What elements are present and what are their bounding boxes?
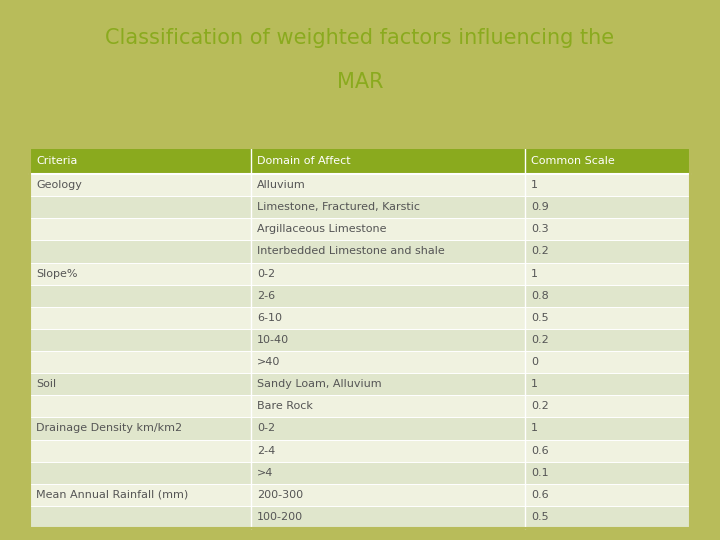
Bar [30, 148, 690, 174]
Text: 0.5: 0.5 [531, 313, 549, 323]
Text: 1: 1 [531, 379, 538, 389]
Text: Soil: Soil [36, 379, 56, 389]
Text: >4: >4 [257, 468, 274, 478]
Text: 0-2: 0-2 [257, 423, 275, 434]
Bar [30, 148, 690, 528]
Text: Mean Annual Rainfall (mm): Mean Annual Rainfall (mm) [36, 490, 188, 500]
Text: Limestone, Fractured, Karstic: Limestone, Fractured, Karstic [257, 202, 420, 212]
Text: Argillaceous Limestone: Argillaceous Limestone [257, 224, 387, 234]
Text: 0.8: 0.8 [531, 291, 549, 301]
Text: 0.1: 0.1 [531, 468, 549, 478]
Text: 1: 1 [531, 423, 538, 434]
Text: 2-6: 2-6 [257, 291, 275, 301]
Bar [30, 506, 690, 528]
Bar [30, 395, 690, 417]
Text: Geology: Geology [36, 180, 82, 190]
Text: 0.2: 0.2 [531, 401, 549, 411]
Text: 0.6: 0.6 [531, 446, 549, 456]
Bar [30, 329, 690, 351]
Text: 6-10: 6-10 [257, 313, 282, 323]
Text: Classification of weighted factors influencing the: Classification of weighted factors influ… [105, 28, 615, 48]
Text: 0.6: 0.6 [531, 490, 549, 500]
Bar [30, 307, 690, 329]
Text: 0.3: 0.3 [531, 224, 549, 234]
Text: 1: 1 [531, 268, 538, 279]
Text: >40: >40 [257, 357, 281, 367]
Bar [30, 373, 690, 395]
Text: 0: 0 [531, 357, 538, 367]
Text: MAR: MAR [337, 72, 383, 92]
Text: 0.5: 0.5 [531, 512, 549, 522]
Text: 2-4: 2-4 [257, 446, 275, 456]
Bar [30, 240, 690, 262]
Text: Alluvium: Alluvium [257, 180, 306, 190]
Bar [30, 174, 690, 196]
Text: Domain of Affect: Domain of Affect [257, 156, 351, 166]
Text: 0.9: 0.9 [531, 202, 549, 212]
Text: Sandy Loam, Alluvium: Sandy Loam, Alluvium [257, 379, 382, 389]
Bar [30, 462, 690, 484]
Bar [30, 285, 690, 307]
Text: Interbedded Limestone and shale: Interbedded Limestone and shale [257, 246, 445, 256]
Text: 10-40: 10-40 [257, 335, 289, 345]
Bar [30, 440, 690, 462]
Text: 200-300: 200-300 [257, 490, 303, 500]
Bar [30, 148, 690, 528]
Text: 0.2: 0.2 [531, 246, 549, 256]
Bar [30, 262, 690, 285]
Bar [30, 417, 690, 440]
Text: Criteria: Criteria [36, 156, 77, 166]
Text: Common Scale: Common Scale [531, 156, 615, 166]
Bar [30, 196, 690, 218]
Bar [30, 484, 690, 506]
Text: Slope%: Slope% [36, 268, 78, 279]
Text: 100-200: 100-200 [257, 512, 303, 522]
Bar [30, 351, 690, 373]
Text: Drainage Density km/km2: Drainage Density km/km2 [36, 423, 182, 434]
Bar [30, 218, 690, 240]
Text: 1: 1 [531, 180, 538, 190]
Text: 0.2: 0.2 [531, 335, 549, 345]
Text: Bare Rock: Bare Rock [257, 401, 313, 411]
Text: 0-2: 0-2 [257, 268, 275, 279]
